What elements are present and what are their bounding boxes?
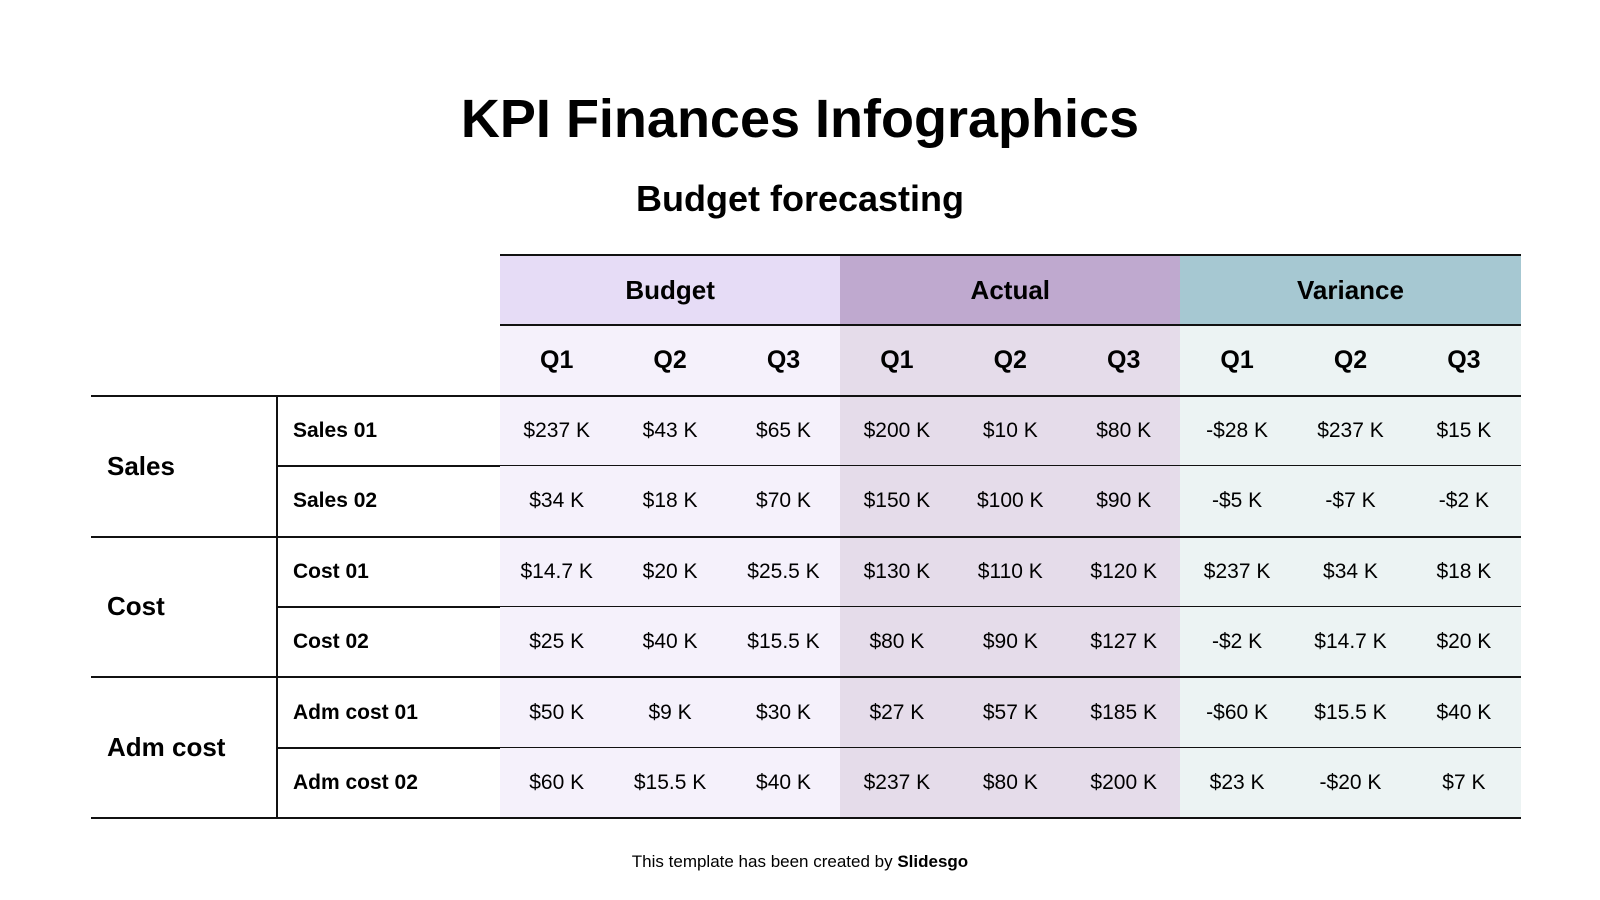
category-divider xyxy=(91,535,1521,538)
table-cell: $23 K xyxy=(1180,747,1294,819)
table-cell: $40 K xyxy=(1407,677,1521,748)
row-label: Cost 01 xyxy=(293,559,369,583)
table-cell: $25 K xyxy=(500,607,614,678)
row-label: Sales 01 xyxy=(293,418,378,442)
quarter-header: Q1 xyxy=(500,325,614,396)
footer-text: This template has been created by xyxy=(631,852,898,871)
page-title: KPI Finances Infographics xyxy=(460,89,1140,149)
table-cell: $30 K xyxy=(726,677,841,748)
table-cell: $20 K xyxy=(1407,607,1521,678)
quarter-header: Q3 xyxy=(1067,325,1181,396)
table-cell: $110 K xyxy=(953,536,1067,607)
table-cell: $50 K xyxy=(500,677,614,748)
table-cell: $200 K xyxy=(1067,747,1181,819)
table-cell: -$7 K xyxy=(1293,466,1408,537)
category-label: Adm cost xyxy=(107,732,226,763)
table-cell: $9 K xyxy=(613,677,727,748)
table-cell: $43 K xyxy=(613,395,727,467)
table-cell: $25.5 K xyxy=(726,536,841,607)
table-cell: $120 K xyxy=(1067,536,1181,607)
table-cell: -$60 K xyxy=(1180,677,1294,748)
table-cell: $10 K xyxy=(953,395,1067,467)
footer-credit: This template has been created by Slides… xyxy=(0,852,1600,872)
category-divider xyxy=(91,817,1521,820)
table-cell: -$28 K xyxy=(1180,395,1294,467)
table-cell: $185 K xyxy=(1067,677,1181,748)
table-cell: $18 K xyxy=(613,466,727,537)
category-divider xyxy=(91,676,1521,679)
table-cell: -$2 K xyxy=(1180,607,1294,678)
quarter-header: Q1 xyxy=(840,325,954,396)
table-cell: $90 K xyxy=(1067,466,1181,537)
table-top-border xyxy=(500,254,1521,256)
table-cell: $20 K xyxy=(613,536,727,607)
category-label: Sales xyxy=(107,450,175,481)
table-cell: $14.7 K xyxy=(500,536,614,607)
row-label: Adm cost 01 xyxy=(293,700,418,724)
table-cell: $80 K xyxy=(953,747,1067,819)
table-cell: $15.5 K xyxy=(1293,677,1408,748)
row-label: Cost 02 xyxy=(293,630,369,654)
table-cell: $65 K xyxy=(726,395,841,467)
quarter-header: Q2 xyxy=(613,325,727,396)
table-cell: $27 K xyxy=(840,677,954,748)
quarter-header: Q3 xyxy=(1407,325,1521,396)
quarter-header: Q1 xyxy=(1180,325,1294,396)
table-cell: $15.5 K xyxy=(613,747,727,819)
table-cell: $237 K xyxy=(500,395,614,467)
table-cell: $7 K xyxy=(1407,747,1521,819)
table-cell: $100 K xyxy=(953,466,1067,537)
table-cell: $237 K xyxy=(840,747,954,819)
table-cell: $40 K xyxy=(613,607,727,678)
table-cell: $34 K xyxy=(1293,536,1408,607)
row-label: Sales 02 xyxy=(293,489,378,513)
page-subtitle: Budget forecasting xyxy=(635,178,965,219)
table-cell: $70 K xyxy=(726,466,841,537)
table-cell: $127 K xyxy=(1067,607,1181,678)
group-header-variance: Variance xyxy=(1180,255,1521,326)
group-header-budget: Budget xyxy=(500,255,841,326)
table-cell: $57 K xyxy=(953,677,1067,748)
table-cell: $40 K xyxy=(726,747,841,819)
table-cell: $60 K xyxy=(500,747,614,819)
table-cell: $237 K xyxy=(1180,536,1294,607)
footer-brand: Slidesgo xyxy=(897,852,969,871)
budget-table: Budget Actual Variance Q1 Q2 Q3 Q1 Q2 Q3 Q1 Q2 Q3 Sa… xyxy=(91,254,1521,820)
table-cell: $34 K xyxy=(500,466,614,537)
quarter-header: Q2 xyxy=(1293,325,1408,396)
category-label: Cost xyxy=(107,591,165,622)
table-cell: -$20 K xyxy=(1293,747,1408,819)
table-cell: $200 K xyxy=(840,395,954,467)
table-cell: -$2 K xyxy=(1407,466,1521,537)
table-cell: $237 K xyxy=(1293,395,1408,467)
row-label: Adm cost 02 xyxy=(293,770,418,794)
table-cell: $15 K xyxy=(1407,395,1521,467)
table-cell: -$5 K xyxy=(1180,466,1294,537)
table-cell: $90 K xyxy=(953,607,1067,678)
table-cell: $130 K xyxy=(840,536,954,607)
quarter-header: Q3 xyxy=(726,325,841,396)
header-divider xyxy=(500,324,1521,327)
table-cell: $18 K xyxy=(1407,536,1521,607)
quarter-header: Q2 xyxy=(953,325,1067,396)
table-cell: $15.5 K xyxy=(726,607,841,678)
table-cell: $150 K xyxy=(840,466,954,537)
group-header-actual: Actual xyxy=(840,255,1181,326)
category-divider xyxy=(91,394,1521,397)
table-cell: $80 K xyxy=(1067,395,1181,467)
label-divider xyxy=(276,395,278,819)
table-cell: $14.7 K xyxy=(1293,607,1408,678)
table-cell: $80 K xyxy=(840,607,954,678)
